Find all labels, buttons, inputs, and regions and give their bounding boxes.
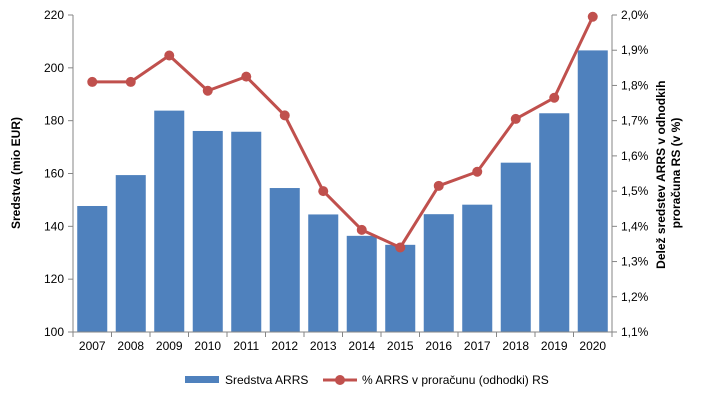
y2-axis-title: Delež sredstev ARRS v odhodkih proračuna… (654, 77, 683, 269)
line-point-2018 (510, 113, 521, 124)
line-point-2012 (279, 110, 290, 121)
line-point-2011 (241, 71, 252, 82)
x-tick-label: 2016 (425, 339, 452, 353)
y-tick-label: 100 (44, 325, 64, 339)
y-tick-label: 220 (44, 8, 64, 22)
left-axis-ticks: 100 120 140 160 180 200 220 (44, 8, 64, 339)
bar-2020 (577, 50, 608, 332)
bar-2009 (154, 110, 185, 333)
line-point-2010 (202, 85, 213, 96)
bar-2007 (77, 205, 108, 332)
line-point-2019 (549, 92, 560, 103)
legend-bar-label: Sredstva ARRS (225, 373, 308, 387)
y2-axis-title-line-2: proračuna RS (v %) (669, 118, 683, 229)
bar-2018 (500, 162, 531, 332)
bar-2010 (192, 130, 223, 332)
y-tick-label: 120 (44, 272, 64, 286)
line-path (92, 16, 595, 249)
bar-2008 (115, 175, 146, 332)
bar-series (77, 50, 608, 333)
y2-tick-label: 1,4% (621, 219, 649, 233)
y-tick-label: 160 (44, 167, 64, 181)
y2-tick-label: 1,6% (621, 149, 649, 163)
line-point-2014 (356, 224, 367, 235)
y2-tick-label: 1,9% (621, 43, 649, 57)
x-tick-label: 2009 (156, 339, 183, 353)
x-tick-label: 2007 (79, 339, 106, 353)
line-point-2007 (87, 76, 98, 87)
y-tick-label: 140 (44, 219, 64, 233)
x-tick-label: 2012 (271, 339, 298, 353)
bar-2017 (462, 204, 493, 332)
x-axis-ticks: 2007 2008 2009 2010 2011 2012 2013 2014 2015 2016… (79, 339, 607, 353)
line-point-2009 (164, 50, 175, 61)
line-point-2020 (587, 11, 598, 22)
x-tick-label: 2015 (387, 339, 414, 353)
bar-2014 (346, 235, 377, 332)
y2-tick-label: 1,1% (621, 325, 649, 339)
y2-tick-label: 2,0% (621, 8, 649, 22)
x-tick-label: 2014 (348, 339, 375, 353)
y2-axis-title-line-1: Delež sredstev ARRS v odhodkih (654, 81, 668, 269)
line-point-2013 (318, 186, 329, 197)
bar-2012 (269, 188, 300, 332)
x-tick-label: 2010 (194, 339, 221, 353)
right-axis-ticks: 1,1% 1,2% 1,3% 1,4% 1,5% 1,6% 1,7% 1,8% 1,9% 2,0% (621, 8, 649, 339)
bar-2011 (231, 131, 262, 332)
x-tick-label: 2019 (541, 339, 568, 353)
line-series (87, 11, 598, 253)
line-point-2015 (395, 242, 406, 253)
line-point-2016 (433, 180, 444, 191)
line-point-2008 (125, 76, 136, 87)
x-tick-label: 2017 (464, 339, 491, 353)
bar-2019 (539, 113, 570, 333)
x-tick-label: 2013 (310, 339, 337, 353)
x-tick-label: 2018 (502, 339, 529, 353)
y2-tick-label: 1,7% (621, 114, 649, 128)
bar-2016 (423, 214, 454, 332)
legend: Sredstva ARRS % ARRS v proračunu (odhodk… (185, 373, 549, 387)
y2-tick-label: 1,8% (621, 78, 649, 92)
x-tick-label: 2008 (117, 339, 144, 353)
legend-bar-swatch (185, 376, 219, 383)
line-point-2017 (472, 166, 483, 177)
y2-tick-label: 1,2% (621, 290, 649, 304)
axes (68, 14, 617, 337)
bar-2013 (308, 214, 339, 332)
y2-tick-label: 1,3% (621, 255, 649, 269)
y-axis-title: Sredstva (mio EUR) (9, 117, 23, 229)
legend-line-label: % ARRS v proračunu (odhodki) RS (362, 373, 549, 387)
y-tick-label: 200 (44, 61, 64, 75)
y-tick-label: 180 (44, 114, 64, 128)
bar-2015 (385, 244, 416, 332)
x-tick-label: 2020 (579, 339, 606, 353)
y2-tick-label: 1,5% (621, 184, 649, 198)
x-tick-label: 2011 (233, 339, 259, 353)
legend-line-marker (335, 375, 345, 385)
